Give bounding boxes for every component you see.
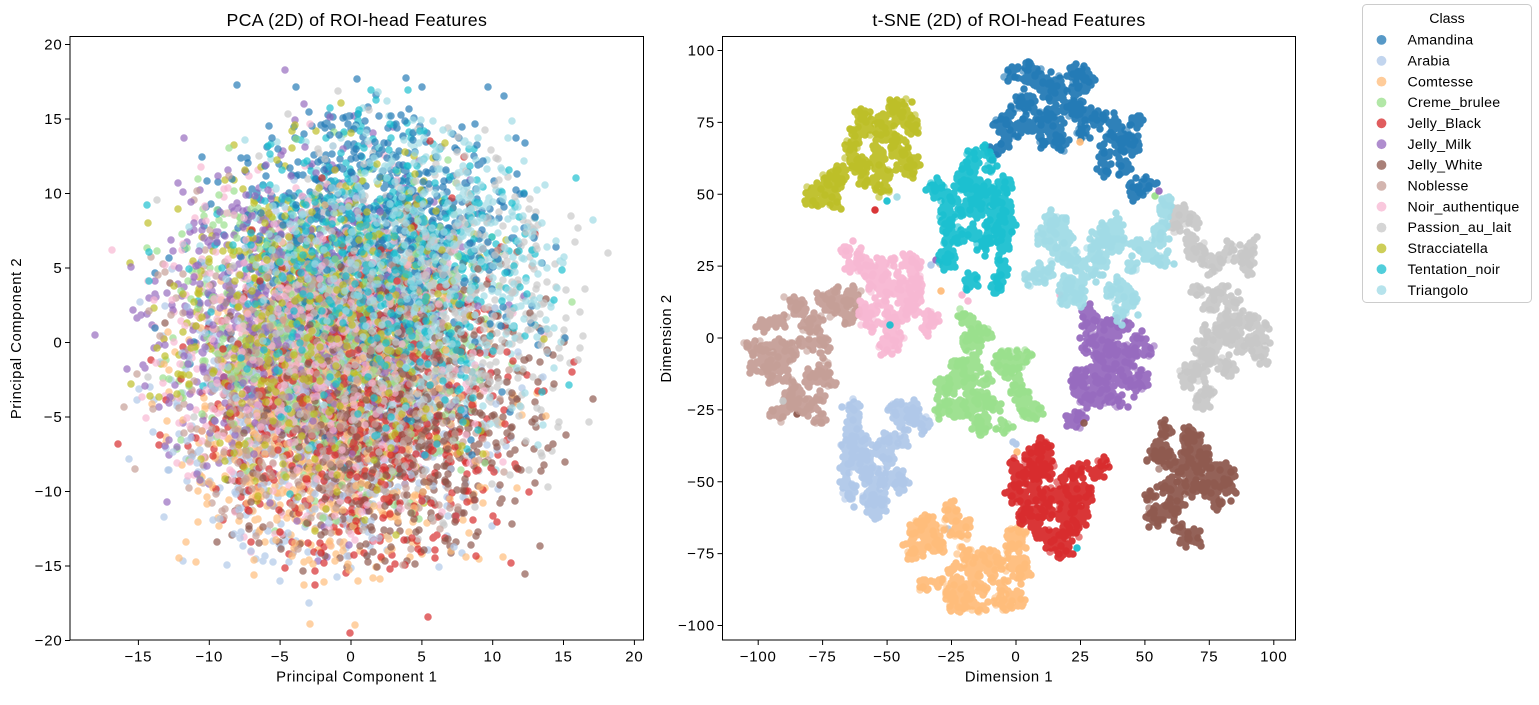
- svg-text:5: 5: [417, 649, 426, 666]
- svg-text:0: 0: [706, 330, 715, 347]
- svg-text:50: 50: [697, 186, 715, 203]
- svg-text:Class: Class: [1429, 11, 1464, 27]
- svg-text:−100: −100: [740, 649, 777, 666]
- svg-text:−25: −25: [687, 402, 715, 419]
- svg-text:−75: −75: [809, 649, 837, 666]
- svg-text:Jelly_Milk: Jelly_Milk: [1408, 137, 1473, 153]
- svg-text:75: 75: [697, 115, 715, 132]
- svg-text:−20: −20: [35, 633, 63, 650]
- svg-text:50: 50: [1136, 649, 1154, 666]
- svg-text:0: 0: [1011, 649, 1020, 666]
- svg-text:20: 20: [44, 37, 62, 54]
- svg-text:Comtesse: Comtesse: [1408, 74, 1474, 90]
- svg-text:Creme_brulee: Creme_brulee: [1408, 95, 1501, 111]
- svg-text:Noblesse: Noblesse: [1408, 179, 1469, 195]
- svg-text:Amandina: Amandina: [1408, 33, 1474, 49]
- svg-text:−75: −75: [687, 546, 715, 563]
- svg-text:Stracciatella: Stracciatella: [1408, 241, 1489, 257]
- svg-text:Passion_au_lait: Passion_au_lait: [1408, 220, 1512, 236]
- svg-text:100: 100: [1260, 649, 1287, 666]
- svg-text:Principal Component 1: Principal Component 1: [276, 670, 437, 686]
- svg-text:0: 0: [346, 649, 355, 666]
- svg-text:Noir_authentique: Noir_authentique: [1408, 199, 1520, 215]
- svg-text:Triangolo: Triangolo: [1408, 283, 1469, 299]
- svg-text:20: 20: [625, 649, 643, 666]
- svg-text:15: 15: [44, 111, 62, 128]
- svg-text:5: 5: [53, 260, 62, 277]
- svg-text:100: 100: [688, 43, 715, 60]
- svg-text:10: 10: [484, 649, 502, 666]
- svg-text:Jelly_White: Jelly_White: [1408, 158, 1483, 174]
- svg-text:25: 25: [1071, 649, 1089, 666]
- svg-text:−50: −50: [687, 474, 715, 491]
- svg-text:PCA (2D) of ROI-head Features: PCA (2D) of ROI-head Features: [226, 10, 487, 30]
- svg-text:−25: −25: [938, 649, 966, 666]
- svg-text:Jelly_Black: Jelly_Black: [1408, 116, 1482, 132]
- svg-text:−5: −5: [44, 409, 63, 426]
- svg-text:t-SNE (2D) of ROI-head Feature: t-SNE (2D) of ROI-head Features: [872, 10, 1145, 30]
- svg-text:Tentation_noir: Tentation_noir: [1408, 262, 1501, 278]
- svg-text:−5: −5: [271, 649, 290, 666]
- svg-text:−100: −100: [678, 618, 715, 635]
- svg-text:15: 15: [554, 649, 572, 666]
- svg-text:10: 10: [44, 186, 62, 203]
- svg-text:−10: −10: [195, 649, 223, 666]
- svg-text:75: 75: [1200, 649, 1218, 666]
- svg-text:−15: −15: [124, 649, 152, 666]
- svg-text:0: 0: [53, 335, 62, 352]
- svg-text:−10: −10: [35, 484, 63, 501]
- svg-text:Principal Component 2: Principal Component 2: [9, 258, 25, 419]
- svg-text:−15: −15: [35, 558, 63, 575]
- svg-text:Dimension 1: Dimension 1: [965, 670, 1053, 686]
- svg-text:Dimension 2: Dimension 2: [659, 294, 675, 382]
- svg-text:−50: −50: [873, 649, 901, 666]
- svg-text:Arabia: Arabia: [1408, 54, 1451, 70]
- svg-text:25: 25: [697, 258, 715, 275]
